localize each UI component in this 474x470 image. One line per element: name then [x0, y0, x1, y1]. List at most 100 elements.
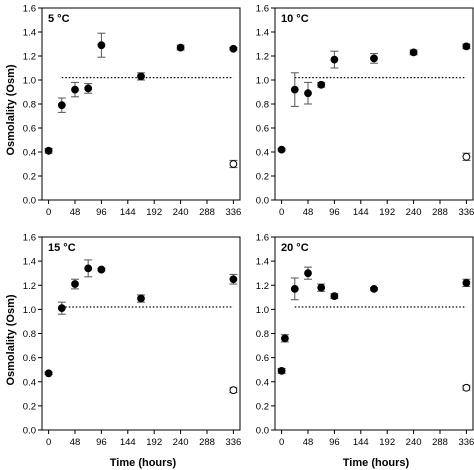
y-tick-label: 0.4 [23, 377, 36, 388]
x-tick-label: 48 [70, 207, 81, 218]
y-tick-label: 0.2 [256, 401, 269, 412]
data-point [277, 366, 286, 375]
y-tick-label: 0.4 [256, 377, 269, 388]
data-point [330, 292, 339, 301]
y-tick-label: 1.4 [23, 257, 36, 268]
x-tick-label: 144 [353, 207, 369, 218]
x-tick-label: 0 [279, 437, 284, 448]
y-tick-label: 0.8 [256, 329, 269, 340]
data-point [97, 41, 106, 50]
data-point [304, 269, 312, 278]
x-axis-label-right: Time (hours) [343, 457, 410, 469]
data-point-open [229, 386, 238, 395]
data-point [304, 89, 312, 98]
y-tick-label: 1.4 [23, 28, 36, 39]
data-point-open [462, 152, 471, 161]
x-tick-label: 240 [173, 437, 189, 448]
y-tick-label: 1.0 [23, 305, 36, 316]
data-point [370, 284, 378, 293]
x-tick-label: 144 [120, 437, 136, 448]
y-tick-label: 0.0 [23, 196, 36, 207]
x-tick-label: 336 [458, 437, 474, 448]
y-tick-label: 1.0 [256, 76, 269, 87]
x-tick-label: 144 [120, 207, 136, 218]
x-tick-label: 96 [96, 207, 107, 218]
panel-label: 10 °C [281, 13, 309, 25]
x-tick-label: 240 [173, 207, 189, 218]
y-tick-label: 1.2 [23, 281, 36, 292]
panel-1: 5 °C 0.0 0.2 0.4 0.6 0.8 1.0 1.2 1.4 1.6 0 48 96 144 1… [23, 4, 242, 219]
y-tick-label: 1.0 [23, 76, 36, 87]
data-point [137, 72, 145, 81]
y-tick-label: 0.2 [23, 172, 36, 183]
y-tick-label: 0.0 [23, 426, 36, 437]
data-point [229, 44, 238, 53]
data-point [44, 146, 53, 155]
data-point [277, 145, 286, 154]
x-tick-label: 96 [96, 437, 107, 448]
x-tick-label: 144 [353, 437, 369, 448]
x-tick-label: 0 [46, 207, 51, 218]
x-tick-label: 192 [146, 437, 162, 448]
y-tick-label: 1.2 [256, 281, 269, 292]
data-point [71, 280, 79, 288]
panel-label: 15 °C [48, 242, 76, 254]
y-tick-label: 1.4 [256, 257, 269, 268]
y-tick-label: 0.2 [23, 401, 36, 412]
y-tick-label: 0.4 [256, 148, 269, 159]
y-tick-label: 0.8 [23, 100, 36, 111]
x-tick-label: 96 [329, 437, 340, 448]
panel-4: 20 °C 0.0 0.2 0.4 0.6 0.8 1.0 1.2 1.4 1.6 0 48 96 144… [256, 233, 474, 449]
x-tick-label: 192 [379, 207, 395, 218]
data-point [462, 42, 471, 51]
data-point [409, 48, 418, 57]
x-tick-label: 288 [432, 437, 448, 448]
x-tick-label: 240 [406, 437, 422, 448]
data-point [462, 278, 471, 287]
y-tick-label: 1.2 [23, 52, 36, 63]
data-point [370, 54, 378, 63]
x-tick-label: 336 [458, 207, 474, 218]
y-tick-label: 1.6 [23, 233, 36, 244]
x-tick-label: 336 [225, 437, 241, 448]
panel-3: 15 °C 0.0 0.2 0.4 0.6 0.8 1.0 1.2 1.4 1.6 0 48 96 144… [23, 233, 242, 449]
data-point [44, 369, 53, 378]
x-tick-label: 288 [199, 437, 215, 448]
y-tick-label: 0.8 [256, 100, 269, 111]
y-tick-label: 1.0 [256, 305, 269, 316]
data-point-open [229, 160, 238, 168]
x-tick-label: 240 [406, 207, 422, 218]
x-tick-label: 48 [303, 207, 314, 218]
x-tick-label: 192 [379, 437, 395, 448]
y-tick-label: 1.2 [256, 52, 269, 63]
y-tick-label: 1.6 [256, 4, 269, 15]
plot-frame [274, 236, 474, 431]
y-axis-label-bottom: Osmolality (Osm) [5, 294, 17, 385]
plot-frame [41, 7, 241, 201]
data-point [97, 265, 106, 274]
y-tick-label: 1.6 [23, 4, 36, 15]
y-tick-label: 0.4 [23, 148, 36, 159]
x-tick-label: 96 [329, 207, 340, 218]
data-point [176, 43, 185, 52]
x-tick-label: 336 [225, 207, 241, 218]
plot-frame [41, 236, 241, 431]
data-point [57, 101, 66, 110]
y-tick-label: 1.6 [256, 233, 269, 244]
data-point [281, 334, 289, 343]
x-tick-label: 48 [303, 437, 314, 448]
data-point [290, 284, 299, 293]
x-tick-label: 48 [70, 437, 81, 448]
x-tick-label: 0 [279, 207, 284, 218]
data-point [84, 84, 93, 93]
data-point [317, 80, 326, 89]
data-point [229, 275, 238, 284]
data-point [137, 294, 145, 303]
y-tick-label: 1.4 [256, 28, 269, 39]
y-tick-label: 0.6 [23, 353, 36, 364]
y-tick-label: 0.0 [256, 426, 269, 437]
y-tick-label: 0.0 [256, 196, 269, 207]
panel-2: 10 °C 0.0 0.2 0.4 0.6 0.8 1.0 1.2 1.4 1.6 0 48 96 144… [256, 4, 474, 219]
data-point [330, 55, 339, 64]
